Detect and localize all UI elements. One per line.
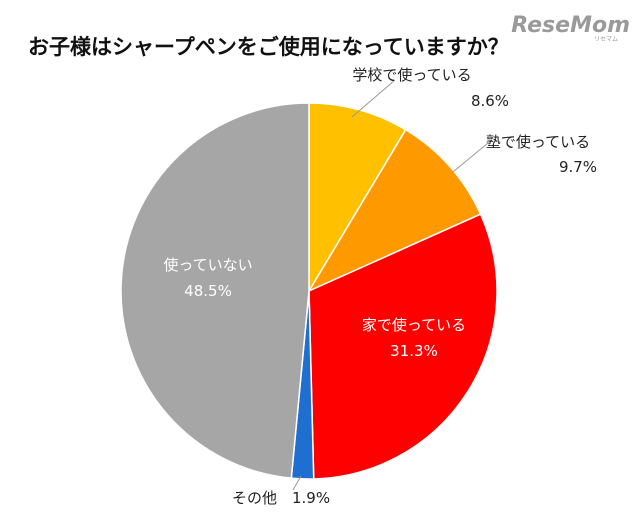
leader-lines [292, 79, 489, 491]
leader-line-1 [351, 79, 396, 118]
logo-subtext: リセマム [594, 36, 618, 43]
logo-text: ReseMom [511, 13, 630, 38]
pie-slice-5 [120, 102, 310, 479]
slice-label-1: 学校で使っている [352, 66, 471, 84]
slice-value-2: 9.7% [559, 158, 597, 176]
brand-logo: ReseMom リセマム [511, 13, 630, 43]
pie-slice-2 [307, 128, 482, 293]
slice-value-1: 8.6% [471, 92, 509, 110]
slice-label-2: 塾で使っている [486, 133, 590, 151]
slice-value-3: 31.3% [390, 342, 438, 360]
leader-line-4 [292, 475, 302, 491]
leader-line-2 [452, 142, 489, 173]
pie-slices [120, 102, 498, 480]
chart-title: お子様はシャープペンをご使用になっていますか？ [28, 35, 509, 59]
pie-slice-1 [308, 102, 407, 294]
slice-label-5: 使っていない [163, 256, 252, 274]
slice-value-5: 48.5% [184, 282, 232, 300]
slice-label-3: 家で使っている [362, 316, 466, 334]
slice-value-4: 1.9% [292, 489, 330, 507]
slice-label-4: その他 [232, 489, 277, 507]
pie-slice-3 [308, 213, 498, 480]
